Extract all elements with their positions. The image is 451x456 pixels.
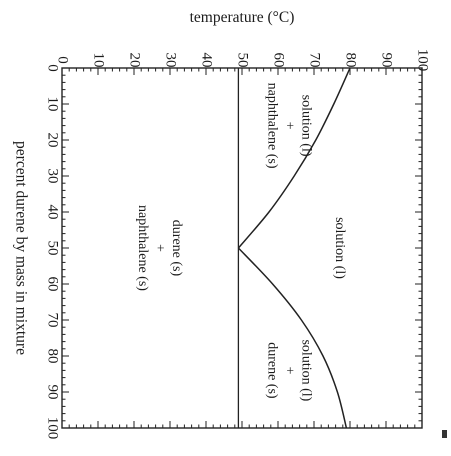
- region-label: durene (s): [169, 220, 184, 277]
- region-label: naphthalene (s): [265, 83, 280, 169]
- liquidus-curve-naphthalene: [237, 67, 351, 249]
- page-edge-mark: [442, 430, 447, 438]
- durene-tick-label: 50: [45, 241, 61, 256]
- durene-tick-label: 20: [45, 133, 61, 148]
- region-label: +: [282, 366, 297, 374]
- temperature-tick-label: 80: [343, 53, 359, 68]
- liquidus-curve-durene: [237, 247, 348, 429]
- temperature-tick-label: 40: [199, 53, 215, 68]
- y-axis-label: temperature (°C): [190, 9, 295, 26]
- durene-tick-label: 60: [45, 277, 61, 292]
- temperature-tick-label: 0: [55, 56, 71, 64]
- region-label: solution (l): [299, 95, 314, 157]
- temperature-tick-label: 20: [127, 53, 143, 68]
- durene-tick-label: 70: [45, 313, 61, 328]
- durene-tick-label: 80: [45, 349, 61, 364]
- region-label: durene (s): [265, 342, 280, 399]
- temperature-tick-label: 90: [379, 53, 395, 68]
- temperature-tick-label: 10: [91, 53, 107, 68]
- region-label: +: [282, 122, 297, 130]
- temperature-tick-label: 100: [415, 49, 431, 72]
- durene-tick-label: 100: [45, 417, 61, 440]
- temperature-tick-label: 60: [271, 53, 287, 68]
- region-label: naphthalene (s): [135, 205, 150, 291]
- region-label: +: [152, 244, 167, 252]
- region-label: solution (l): [332, 217, 347, 279]
- durene-tick-label: 0: [45, 64, 61, 72]
- durene-tick-label: 40: [45, 205, 61, 220]
- temperature-tick-label: 30: [163, 53, 179, 68]
- durene-tick-label: 90: [45, 385, 61, 400]
- temperature-tick-label: 50: [235, 53, 251, 68]
- durene-tick-label: 10: [45, 97, 61, 112]
- region-label: solution (l): [299, 339, 314, 401]
- plot-frame: [61, 67, 423, 429]
- x-axis-label: percent durene by mass in mixture: [12, 141, 29, 355]
- temperature-tick-label: 70: [307, 53, 323, 68]
- durene-tick-label: 30: [45, 169, 61, 184]
